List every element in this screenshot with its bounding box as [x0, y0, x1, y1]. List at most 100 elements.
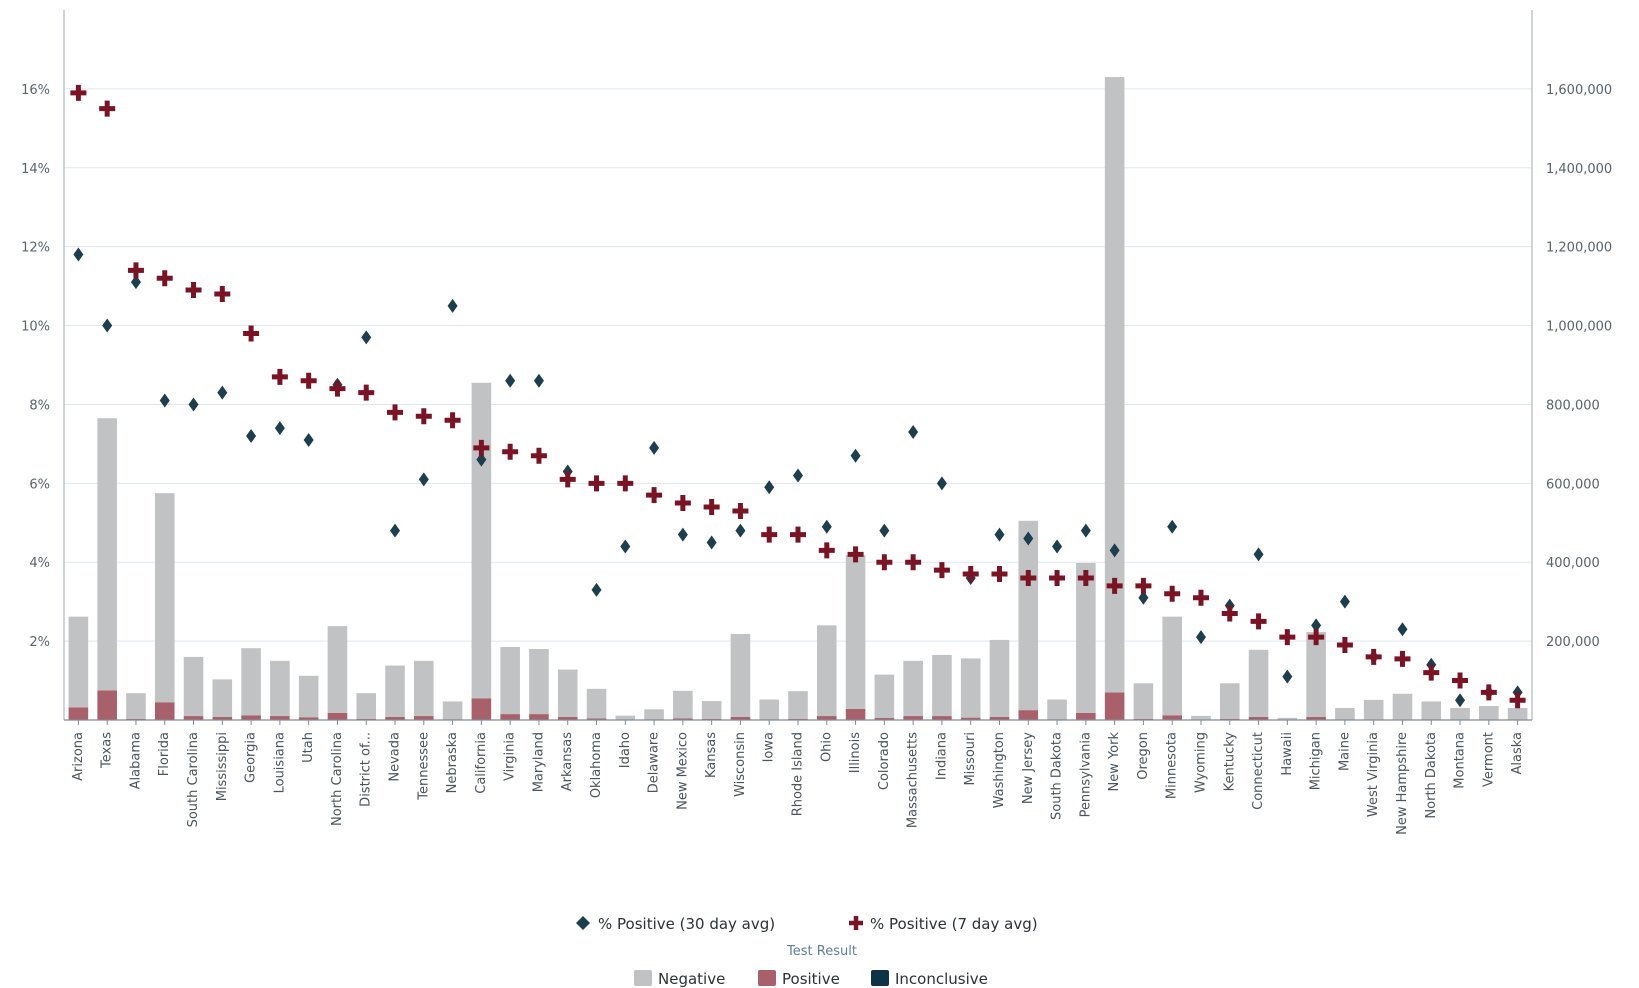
bar-negative: [1306, 632, 1326, 717]
point-7day-avg: [99, 100, 116, 117]
bar-negative: [845, 555, 866, 709]
y-right-tick-label: 400,000: [1546, 556, 1600, 571]
bar-negative: [68, 616, 89, 708]
point-7day-avg: [156, 270, 173, 287]
x-tick-label: North Dakota: [1424, 732, 1439, 819]
bar-positive: [298, 717, 319, 720]
bar-negative: [1507, 707, 1528, 720]
x-tick-label: New Mexico: [675, 732, 690, 810]
bar-negative: [586, 688, 607, 719]
point-30day-avg: [303, 432, 314, 447]
point-7day-avg: [473, 439, 490, 456]
legend-title: Test Result: [786, 944, 857, 959]
point-7day-avg: [358, 384, 375, 401]
point-7day-avg: [444, 412, 461, 429]
y-right-tick-label: 1,400,000: [1546, 162, 1612, 177]
bar-positive: [68, 707, 89, 720]
bar-negative: [615, 715, 636, 720]
point-30day-avg: [1080, 523, 1091, 538]
bar-negative: [1450, 707, 1470, 720]
point-7day-avg: [1106, 577, 1123, 594]
bar-negative: [327, 626, 348, 713]
point-7day-avg: [962, 566, 979, 583]
legend-label-positive: Positive: [782, 970, 840, 988]
bar-negative: [1277, 717, 1298, 720]
x-tick-label: Iowa: [762, 732, 777, 762]
bar-positive: [385, 716, 405, 720]
legend-swatch-positive: [758, 970, 776, 986]
bar-negative: [759, 699, 780, 720]
bar-positive: [154, 702, 175, 720]
point-7day-avg: [271, 368, 288, 385]
point-7day-avg: [1164, 585, 1181, 602]
point-7day-avg: [502, 443, 519, 460]
point-7day-avg: [617, 475, 634, 492]
y-left-tick-label: 2%: [29, 635, 50, 650]
bar-negative: [730, 634, 751, 717]
bar-positive: [1306, 716, 1326, 720]
x-tick-label: Rhode Island: [791, 732, 806, 816]
point-30day-avg: [418, 472, 429, 487]
point-7day-avg: [1452, 672, 1469, 689]
x-tick-label: District of...: [359, 732, 374, 807]
point-7day-avg: [1077, 570, 1094, 586]
point-30day-avg: [1339, 594, 1350, 609]
y-left-tick-label: 16%: [21, 83, 50, 98]
y-left-tick-label: 8%: [29, 398, 50, 413]
x-tick-label: Arizona: [71, 732, 86, 781]
y-left-tick-label: 10%: [21, 320, 50, 335]
x-tick-label: Nevada: [388, 732, 403, 782]
point-7day-avg: [905, 554, 922, 571]
point-30day-avg: [130, 275, 141, 290]
x-tick-label: Maine: [1337, 732, 1352, 771]
point-7day-avg: [646, 487, 663, 504]
x-tick-label: Ohio: [819, 732, 834, 762]
point-30day-avg: [361, 330, 372, 345]
point-30day-avg: [246, 429, 257, 443]
x-tick-label: Massachusetts: [906, 732, 921, 828]
point-30day-avg: [159, 393, 170, 408]
bar-negative: [1363, 699, 1384, 720]
bar-positive: [212, 716, 233, 720]
bar-positive: [903, 716, 923, 720]
legend-item-negative[interactable]: Negative: [634, 970, 725, 988]
bar-negative: [1421, 701, 1442, 720]
point-30day-avg: [447, 298, 458, 313]
bar-positive: [183, 716, 204, 720]
point-30day-avg: [793, 468, 803, 483]
legend-item-7day[interactable]: % Positive (7 day avg): [849, 915, 1038, 933]
point-7day-avg: [790, 526, 806, 543]
point-30day-avg: [994, 527, 1005, 542]
point-7day-avg: [1308, 629, 1325, 646]
point-7day-avg: [847, 546, 864, 563]
point-30day-avg: [764, 480, 775, 495]
point-7day-avg: [1480, 684, 1497, 701]
bar-negative: [557, 669, 578, 717]
legend-item-inconclusive[interactable]: Inconclusive: [871, 970, 988, 988]
point-7day-avg: [1509, 692, 1526, 709]
legend-item-positive[interactable]: Positive: [758, 970, 840, 988]
point-7day-avg: [214, 286, 231, 302]
point-7day-avg: [588, 475, 605, 492]
bar-positive: [960, 717, 981, 720]
y-right-tick-label: 600,000: [1546, 477, 1600, 492]
point-7day-avg: [70, 84, 87, 101]
x-tick-label: Connecticut: [1251, 732, 1266, 810]
bar-negative: [989, 639, 1010, 717]
point-30day-avg: [274, 421, 285, 436]
x-tick-label: Delaware: [647, 732, 662, 793]
x-tick-label: Texas: [100, 732, 115, 769]
y-right-tick-label: 800,000: [1546, 398, 1600, 413]
y-left-tick-label: 6%: [29, 477, 50, 492]
x-tick-labels: Arizona Texas Alabama Florida South Carolina…: [71, 732, 1525, 835]
bar-negative: [1191, 715, 1211, 720]
bar-positive: [557, 716, 578, 720]
bar-negative: [212, 679, 233, 717]
point-30day-avg: [217, 385, 228, 400]
legend-item-30day[interactable]: % Positive (30 day avg): [576, 915, 775, 933]
bar-positive: [816, 716, 837, 720]
point-7day-avg: [1336, 637, 1353, 654]
x-tick-label: Oregon: [1136, 732, 1151, 780]
bar-negative: [1219, 683, 1240, 719]
x-tick-label: New York: [1107, 732, 1122, 792]
